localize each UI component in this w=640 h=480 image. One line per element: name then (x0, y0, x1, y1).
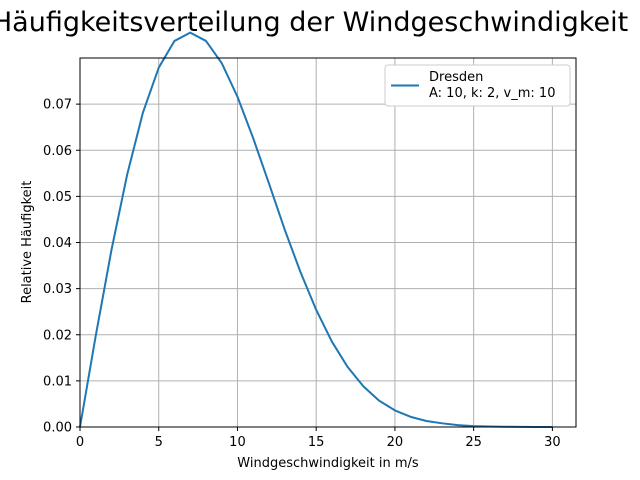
series-line-dresden (79, 31, 553, 428)
legend-series-name: Dresden (429, 70, 483, 85)
y-tick-label: 0.00 (43, 421, 72, 436)
series-layer (79, 31, 553, 428)
y-tick-label: 0.05 (43, 190, 72, 205)
y-tick-label: 0.04 (43, 236, 72, 251)
x-axis-label: Windgeschwindigkeit in m/s (237, 456, 419, 471)
x-axis: 0 5 10 15 20 25 30 (76, 427, 561, 450)
x-tick-label: 30 (544, 435, 561, 450)
y-tick-label: 0.07 (43, 98, 72, 113)
y-tick-label: 0.06 (43, 144, 72, 159)
chart-title: Häufigkeitsverteilung der Windgeschwindi… (0, 7, 628, 38)
y-tick-label: 0.02 (43, 328, 72, 343)
x-tick-label: 25 (465, 435, 482, 450)
x-tick-label: 5 (155, 435, 163, 450)
x-tick-label: 15 (308, 435, 325, 450)
legend: Dresden A: 10, k: 2, v_m: 10 (384, 64, 571, 107)
y-tick-label: 0.03 (43, 282, 72, 297)
legend-series-detail: A: 10, k: 2, v_m: 10 (429, 86, 555, 101)
legend-box (384, 64, 571, 107)
y-axis-label: Relative Häufigkeit (20, 181, 35, 304)
y-axis: 0.00 0.01 0.02 0.03 0.04 0.05 0.06 0.07 (43, 98, 80, 436)
y-tick-label: 0.01 (43, 374, 72, 389)
x-tick-label: 0 (76, 435, 84, 450)
x-tick-label: 20 (387, 435, 404, 450)
x-tick-label: 10 (229, 435, 246, 450)
